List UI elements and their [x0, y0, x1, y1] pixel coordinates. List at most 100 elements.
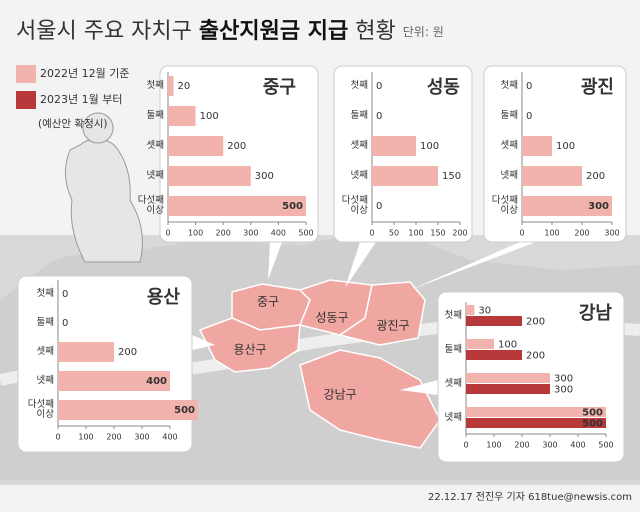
value-label: 100: [498, 340, 517, 351]
bar: [466, 418, 606, 428]
x-tick-label: 500: [298, 229, 313, 238]
value-label: 20: [178, 81, 191, 92]
category-label: 셋째: [36, 346, 54, 357]
category-label: 넷째: [146, 170, 164, 181]
panel-pointer: [345, 242, 376, 288]
bar: [466, 373, 550, 383]
category-label-box: 둘째: [501, 111, 518, 121]
bar: [466, 305, 475, 315]
value-label: 200: [526, 317, 545, 328]
category-label-box: 셋째: [501, 141, 518, 151]
legend-label: 2022년 12월 기준: [40, 67, 129, 80]
bar: [372, 166, 438, 186]
bar: [522, 136, 552, 156]
bar: [372, 136, 416, 156]
panel-pointer: [192, 335, 215, 350]
title-bold: 출산지원금 지급: [199, 19, 348, 44]
category-label-box: 셋째: [445, 379, 462, 389]
category-label-box: 넷째: [501, 171, 518, 181]
x-tick-label: 150: [430, 229, 445, 238]
category-label-box: 넷째: [351, 171, 368, 181]
category-label-box: 첫째: [147, 81, 164, 91]
x-tick-label: 100: [408, 229, 423, 238]
value-label: 0: [376, 81, 382, 92]
x-tick-label: 300: [604, 229, 619, 238]
category-label: 첫째: [444, 310, 462, 321]
bar: [58, 371, 170, 391]
panel-pointer: [410, 242, 536, 290]
figure-head: [82, 112, 114, 144]
category-label-box: 첫째: [444, 310, 462, 321]
x-tick-label: 400: [162, 433, 177, 442]
district-label: 용산구: [233, 343, 266, 357]
category-label-box: 첫째: [501, 81, 518, 91]
category-label: 다섯째 이상: [27, 399, 54, 420]
value-label: 150: [442, 171, 461, 182]
category-label: 셋째: [146, 140, 164, 151]
x-tick-label: 300: [542, 441, 557, 450]
district-label: 강남구: [323, 388, 356, 402]
bar: [168, 166, 251, 186]
panel-title: 성동: [427, 77, 460, 98]
district-label: 성동구: [315, 311, 348, 325]
value-label: 0: [376, 111, 382, 122]
x-tick-label: 0: [55, 433, 60, 442]
credit: 22.12.17 전진우 기자 618tue@newsis.com: [428, 491, 632, 503]
x-tick-label: 0: [369, 229, 374, 238]
bar: [466, 384, 550, 394]
panel: 성동 0 50 100 150 200 첫째 0 둘째 0 셋째 100 넷째 150 다섯째 이상 0: [333, 65, 473, 288]
bar: [466, 407, 606, 417]
bar: [168, 136, 224, 156]
value-label: 300: [554, 374, 573, 385]
category-label: 둘째: [444, 344, 462, 355]
value-label: 500: [582, 408, 603, 419]
category-label-box: 둘째: [444, 344, 462, 355]
x-tick-label: 300: [134, 433, 149, 442]
value-label: 0: [62, 318, 68, 329]
category-label: 첫째: [36, 288, 54, 299]
legend-note: (예산안 확정시): [38, 117, 108, 130]
category-label-box: 다섯째 이상: [27, 399, 54, 420]
category-label-box: 다섯째 이상: [492, 196, 518, 216]
value-label: 0: [62, 289, 68, 300]
category-label-box: 첫째: [36, 288, 54, 299]
value-label: 200: [526, 351, 545, 362]
category-label: 넷째: [444, 412, 462, 423]
panel-pointer: [400, 380, 438, 395]
category-label: 첫째: [350, 80, 368, 91]
category-label-box: 다섯째 이상: [137, 195, 164, 216]
bar: [522, 166, 582, 186]
district-label: 광진구: [376, 319, 409, 333]
x-tick-label: 50: [389, 229, 399, 238]
bar: [168, 106, 196, 126]
value-label: 100: [420, 141, 439, 152]
category-label: 다섯째 이상: [137, 195, 164, 216]
panel-title: 용산: [147, 287, 181, 308]
panel: 용산 0 100 200 300 400 첫째 0 둘째 0 셋째 200 넷째 400 다섯째 이상 500: [17, 275, 215, 453]
category-label-box: 셋째: [350, 140, 368, 151]
panel-title: 강남: [579, 303, 613, 324]
value-label: 500: [174, 405, 195, 416]
x-tick-label: 100: [544, 229, 559, 238]
x-tick-label: 500: [598, 441, 613, 450]
x-tick-label: 0: [165, 229, 170, 238]
category-label-box: 둘째: [147, 111, 164, 121]
category-label-box: 셋째: [36, 346, 54, 357]
category-label-box: 넷째: [146, 170, 164, 181]
value-label: 300: [588, 201, 609, 212]
title: 서울시 주요 자치구 출산지원금 지급 현황 단위: 원: [16, 19, 444, 44]
x-tick-label: 200: [452, 229, 467, 238]
category-label-box: 첫째: [350, 80, 368, 91]
title-pre: 서울시 주요 자치구: [16, 19, 192, 44]
x-tick-label: 100: [78, 433, 93, 442]
category-label-box: 셋째: [146, 140, 164, 151]
category-label-box: 둘째: [350, 110, 368, 121]
x-tick-label: 0: [519, 229, 524, 238]
value-label: 100: [556, 141, 575, 152]
x-tick-label: 100: [188, 229, 203, 238]
x-tick-label: 0: [463, 441, 468, 450]
category-label: 둘째: [350, 110, 368, 121]
bar: [58, 400, 198, 420]
category-label: 셋째: [350, 140, 368, 151]
